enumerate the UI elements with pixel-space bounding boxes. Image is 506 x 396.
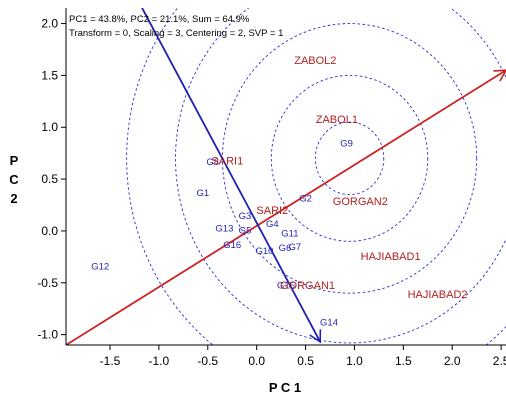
- y-axis-title-line2: C: [9, 172, 19, 187]
- x-tick-label: 0.5: [297, 354, 314, 368]
- genotype-label: G4: [266, 219, 279, 230]
- genotype-label: G1: [197, 188, 210, 199]
- genotype-label: G3: [239, 211, 252, 222]
- genotype-label: G13: [215, 223, 233, 234]
- genotype-label: G8: [206, 157, 219, 168]
- axes: -1.5 -1.0 -0.5 0.0 0.5 1.0 1.5 2.0 2.5 -1.0 -0.5 0.…: [37, 8, 506, 368]
- x-tick-label: 1.5: [395, 354, 412, 368]
- genotype-label: G5: [239, 225, 252, 236]
- environment-label: ZABOL1: [316, 114, 358, 126]
- genotype-label: G15: [277, 280, 295, 291]
- concentric-circle-1: [314, 121, 385, 196]
- y-tick-label: 1.5: [41, 68, 58, 82]
- x-tick-label: 2.0: [444, 354, 461, 368]
- environment-label: SARI2: [256, 205, 288, 217]
- concentric-circle-2: [270, 74, 429, 242]
- blue-vector-line: [141, 8, 322, 344]
- y-axis-title-line1: P: [10, 153, 19, 168]
- x-tick-label: -1.0: [149, 354, 170, 368]
- genotype-label: G2: [299, 193, 312, 204]
- red-vector-line: [66, 69, 506, 345]
- environment-label: HAJIABAD2: [408, 289, 468, 301]
- y-tick-label: 1.0: [41, 120, 58, 134]
- concentric-circle-4: [175, 8, 506, 344]
- concentric-circle-5: [126, 8, 506, 345]
- x-tick-label: 2.5: [493, 354, 506, 368]
- header-settings-text: Transform = 0, Scaling = 3, Centering = …: [69, 28, 283, 39]
- y-tick-label: -1.0: [37, 328, 58, 342]
- environment-markers: ZABOL2 ZABOL1 SARI1 SARI2 GORGAN2 HAJIABAD1 GO…: [211, 55, 467, 301]
- genotype-label: G12: [91, 262, 109, 273]
- environment-label: GORGAN2: [333, 196, 388, 208]
- genotype-label: G7: [288, 242, 301, 253]
- x-axis-title: P C 1: [269, 380, 301, 395]
- x-tick-label: 1.0: [346, 354, 363, 368]
- environment-label: ZABOL2: [294, 55, 336, 67]
- plot-area: G1 G2G3G4G5G6G7G8G9G10G11G12G13G14G15G16 …: [66, 8, 506, 345]
- y-axis-title: P C 2: [9, 153, 19, 206]
- y-tick-label: 2.0: [41, 17, 58, 31]
- y-axis-title-line3: 2: [10, 191, 17, 206]
- x-tick-label: -1.5: [100, 354, 121, 368]
- environment-label: SARI1: [211, 155, 243, 167]
- genotype-label: G16: [223, 240, 241, 251]
- header-variance-text: PC1 = 43.8%, PC2 = 21.1%, Sum = 64.9%: [69, 14, 250, 25]
- x-tick-label: -0.5: [197, 354, 218, 368]
- environment-label: GORGAN1: [280, 280, 335, 292]
- y-tick-label: -0.5: [37, 276, 58, 290]
- y-tick-label: 0.5: [41, 172, 58, 186]
- genotype-label: G14: [320, 318, 338, 329]
- genotype-label: G6: [279, 243, 292, 254]
- y-tick-label: 0.0: [41, 224, 58, 238]
- environment-label: HAJIABAD1: [361, 251, 421, 263]
- genotype-label: G10: [256, 246, 274, 257]
- x-tick-label: 0.0: [248, 354, 265, 368]
- genotype-label: G11: [281, 229, 298, 240]
- axis-vectors: [66, 8, 506, 345]
- genotype-label: G9: [340, 138, 353, 149]
